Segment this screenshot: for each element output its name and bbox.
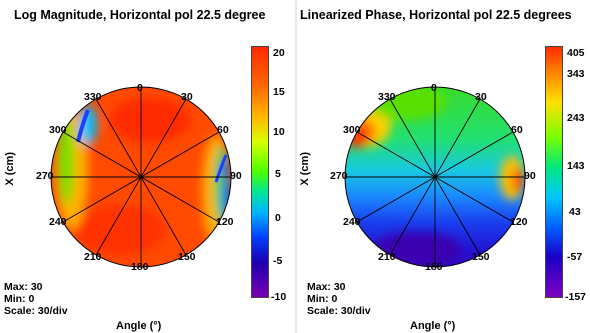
angle-label-120: 120 — [216, 216, 234, 228]
colorbar-tick: 43 — [569, 206, 581, 218]
x-axis-label: Angle (°) — [116, 320, 162, 332]
y-axis-label: X (cm) — [299, 152, 311, 186]
colorbar-tick: -5 — [273, 255, 283, 267]
angle-label-60: 60 — [511, 124, 523, 136]
angle-label-240: 240 — [49, 216, 67, 228]
magnitude-colorbar — [251, 46, 269, 298]
polar-grid-lines — [51, 87, 231, 267]
panel-divider — [295, 0, 297, 333]
log-magnitude-panel: Log Magnitude, Horizontal pol 22.5 degre… — [4, 8, 287, 332]
colorbar-tick: 15 — [273, 86, 285, 98]
colorbar-tick: 5 — [275, 168, 281, 180]
phase-polar-plot — [344, 86, 526, 268]
polar-grid-lines — [345, 87, 525, 267]
colorbar-tick: 0 — [275, 212, 281, 224]
angle-label-120: 120 — [510, 216, 528, 228]
panel-title: Linearized Phase, Horizontal pol 22.5 de… — [300, 8, 572, 22]
colorbar-tick: 10 — [273, 126, 285, 138]
colorbar-tick: 143 — [567, 160, 585, 172]
x-axis-label: Angle (°) — [410, 320, 456, 332]
angle-label-150: 150 — [472, 251, 490, 263]
max-label: Max: 30 — [4, 281, 43, 293]
angle-label-90: 90 — [524, 170, 536, 182]
angle-label-330: 330 — [378, 91, 396, 103]
angle-label-270: 270 — [330, 170, 348, 182]
phase-colormap — [345, 87, 525, 267]
min-label: Min: 0 — [4, 293, 35, 305]
angle-label-300: 300 — [343, 124, 361, 136]
colorbar-tick: -157 — [565, 291, 587, 303]
angle-label-210: 210 — [378, 251, 396, 263]
y-axis-label: X (cm) — [4, 152, 16, 186]
scale-label: Scale: 30/div — [307, 305, 371, 317]
colorbar-tick: 243 — [567, 112, 585, 124]
panel-title: Log Magnitude, Horizontal pol 22.5 degre… — [14, 8, 266, 22]
angle-label-210: 210 — [84, 251, 102, 263]
angle-label-0: 0 — [431, 82, 437, 94]
angle-label-270: 270 — [36, 170, 54, 182]
phase-colorbar — [545, 46, 563, 298]
angle-label-0: 0 — [137, 82, 143, 94]
angle-label-180: 180 — [425, 261, 443, 273]
max-label: Max: 30 — [307, 281, 346, 293]
magnitude-polar-plot — [50, 86, 232, 268]
angle-label-330: 330 — [84, 91, 102, 103]
angle-label-150: 150 — [178, 251, 196, 263]
angle-label-240: 240 — [343, 216, 361, 228]
angle-label-30: 30 — [181, 91, 193, 103]
angle-label-30: 30 — [475, 91, 487, 103]
scale-label: Scale: 30/div — [4, 305, 68, 317]
angle-label-180: 180 — [131, 261, 149, 273]
colorbar-tick: 343 — [567, 68, 585, 80]
angle-label-60: 60 — [217, 124, 229, 136]
colorbar-tick: -57 — [567, 251, 583, 263]
magnitude-colormap — [51, 87, 231, 267]
colorbar-tick: 20 — [273, 47, 285, 59]
angle-label-90: 90 — [230, 170, 242, 182]
angle-label-300: 300 — [49, 124, 67, 136]
min-label: Min: 0 — [307, 293, 338, 305]
linearized-phase-panel: Linearized Phase, Horizontal pol 22.5 de… — [297, 0, 590, 333]
colorbar-tick: -10 — [271, 291, 287, 303]
colorbar-tick: 405 — [567, 47, 585, 59]
